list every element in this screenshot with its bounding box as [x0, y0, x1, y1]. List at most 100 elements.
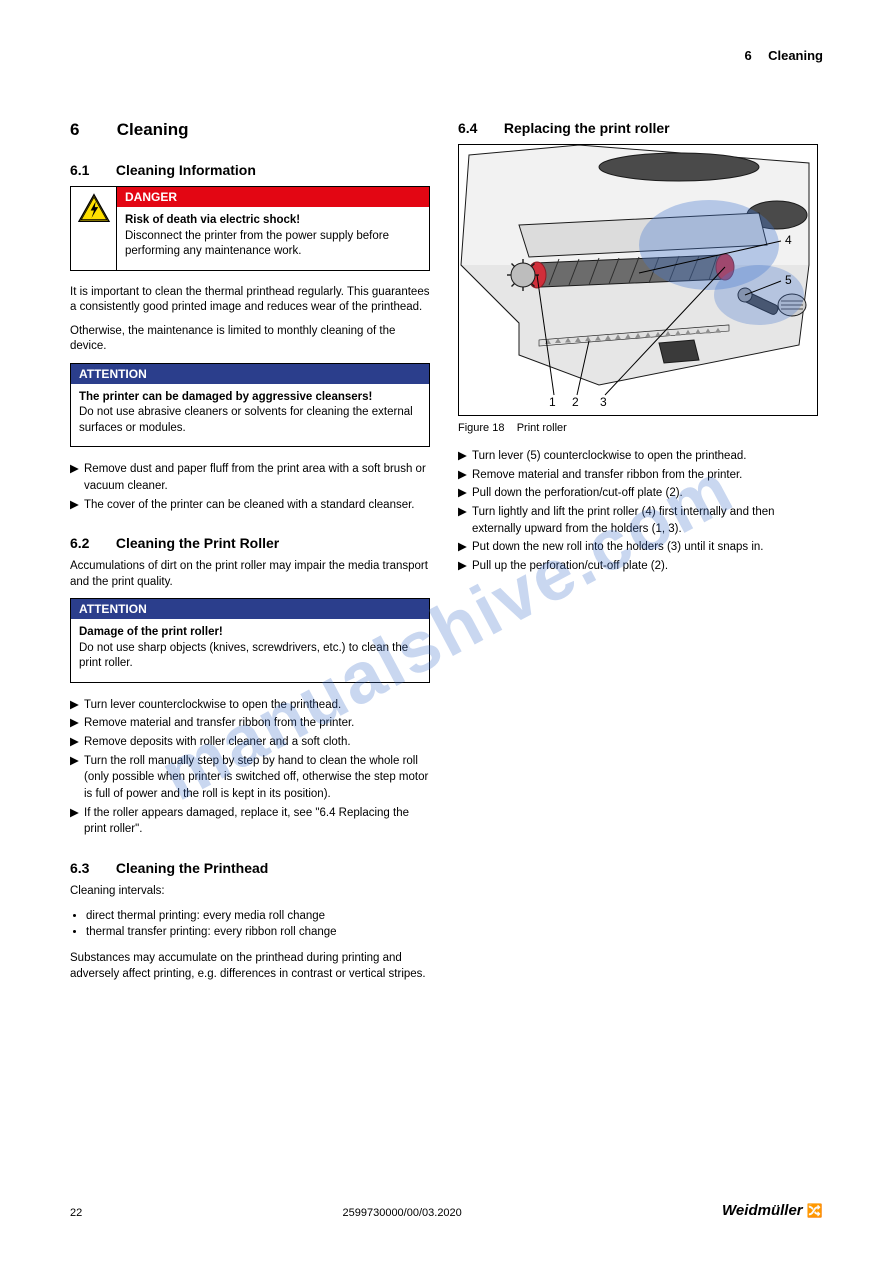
brand-symbol-icon: 🔀: [807, 1203, 823, 1218]
roller-steps: ▶Turn lever counterclockwise to open the…: [70, 697, 430, 838]
step-text: Put down the new roll into the holders (…: [472, 539, 764, 556]
danger-box: DANGER Risk of death via electric shock!…: [70, 186, 430, 271]
brand-logo: Weidmüller 🔀: [722, 1202, 823, 1219]
figure-svg: [459, 145, 817, 415]
danger-body: DANGER Risk of death via electric shock!…: [117, 187, 429, 270]
replace-steps: ▶Turn lever (5) counterclockwise to open…: [458, 448, 818, 575]
figure-label-1: 1: [549, 395, 556, 409]
head-intro-2: Substances may accumulate on the printhe…: [70, 951, 430, 982]
list-item: ▶Turn lightly and lift the print roller …: [458, 504, 818, 537]
sub2-title: Cleaning the Print Roller: [116, 535, 279, 551]
attention1-label: ATTENTION: [71, 364, 429, 384]
step-text: Remove material and transfer ribbon from…: [84, 715, 354, 732]
attention2-text: Damage of the print roller! Do not use s…: [71, 619, 429, 682]
list-item: ▶Turn the roll manually step by step by …: [70, 753, 430, 803]
attention-box-2: ATTENTION Damage of the print roller! Do…: [70, 598, 430, 683]
list-item: thermal transfer printing: every ribbon …: [86, 924, 430, 941]
list-item: ▶Remove deposits with roller cleaner and…: [70, 734, 430, 751]
bullet-marker: ▶: [458, 539, 472, 556]
step-text: Remove dust and paper fluff from the pri…: [84, 461, 430, 494]
step-text: Remove material and transfer ribbon from…: [472, 467, 742, 484]
danger-label: DANGER: [117, 187, 429, 207]
list-item: ▶Remove material and transfer ribbon fro…: [70, 715, 430, 732]
page-footer: 22 2599730000/00/03.2020 Weidmüller 🔀: [70, 1202, 823, 1219]
step-text: Turn lightly and lift the print roller (…: [472, 504, 818, 537]
danger-line1: Risk of death via electric shock!: [125, 213, 421, 229]
section-num: 6: [70, 120, 112, 140]
list-item: direct thermal printing: every media rol…: [86, 908, 430, 925]
list-item: ▶Remove material and transfer ribbon fro…: [458, 467, 818, 484]
list-item: ▶Pull up the perforation/cut-off plate (…: [458, 558, 818, 575]
step-text: Pull up the perforation/cut-off plate (2…: [472, 558, 668, 575]
left-column: 6 Cleaning 6.1 Cleaning Information: [70, 120, 430, 990]
step-text: Remove deposits with roller cleaner and …: [84, 734, 351, 751]
figure-label-4: 4: [785, 233, 792, 247]
figure-label-5: 5: [785, 273, 792, 287]
header-section-num: 6: [744, 48, 764, 63]
page: manualshive.com 6 Cleaning 6 Cleaning 6.…: [0, 0, 893, 1263]
page-number: 22: [70, 1207, 82, 1219]
step-text: Turn lever counterclockwise to open the …: [84, 697, 341, 714]
bullet-marker: ▶: [70, 697, 84, 714]
attention1-text: The printer can be damaged by aggressive…: [71, 384, 429, 447]
brand-text: Weidmüller: [722, 1202, 803, 1219]
sub2-num: 6.2: [70, 535, 112, 551]
sub3-title: Cleaning the Printhead: [116, 860, 268, 876]
right-column: 6.4 Replacing the print roller: [458, 120, 818, 990]
page-header: 6 Cleaning: [744, 48, 823, 63]
list-item: ▶The cover of the printer can be cleaned…: [70, 497, 430, 514]
bullet-marker: ▶: [70, 497, 84, 514]
figure-18: 1 2 3 4 5: [458, 144, 818, 416]
list-item: ▶Put down the new roll into the holders …: [458, 539, 818, 556]
figure-label-2: 2: [572, 395, 579, 409]
list-item: ▶Turn lever counterclockwise to open the…: [70, 697, 430, 714]
attention-box-1: ATTENTION The printer can be damaged by …: [70, 363, 430, 448]
step-text: The cover of the printer can be cleaned …: [84, 497, 415, 514]
figure-caption-text: Print roller: [517, 422, 567, 434]
electric-shock-icon: [77, 193, 111, 228]
danger-icon-cell: [71, 187, 117, 270]
bullet-marker: ▶: [458, 467, 472, 484]
bullet-marker: ▶: [458, 504, 472, 537]
sub3-heading: 6.3 Cleaning the Printhead: [70, 860, 430, 876]
clean-info-p1: It is important to clean the thermal pri…: [70, 285, 430, 316]
attention1-line1: The printer can be damaged by aggressive…: [79, 390, 421, 406]
list-item: ▶Turn lever (5) counterclockwise to open…: [458, 448, 818, 465]
danger-line2: Disconnect the printer from the power su…: [125, 229, 421, 260]
bullet-marker: ▶: [458, 448, 472, 465]
list-item: ▶If the roller appears damaged, replace …: [70, 805, 430, 838]
step-text: Turn the roll manually step by step by h…: [84, 753, 430, 803]
bullet-marker: ▶: [70, 461, 84, 494]
bullet-marker: ▶: [458, 558, 472, 575]
head-intro-1: Cleaning intervals:: [70, 884, 430, 900]
attention2-line2: Do not use sharp objects (knives, screwd…: [79, 641, 421, 672]
section-title: Cleaning: [117, 120, 189, 139]
sub1-heading: 6.1 Cleaning Information: [70, 162, 430, 178]
roller-intro: Accumulations of dirt on the print rolle…: [70, 559, 430, 590]
step-text: Pull down the perforation/cut-off plate …: [472, 485, 683, 502]
header-section-title: Cleaning: [768, 48, 823, 63]
section-heading: 6 Cleaning: [70, 120, 430, 140]
bullet-marker: ▶: [70, 753, 84, 803]
bullet-marker: ▶: [70, 734, 84, 751]
list-item: ▶Remove dust and paper fluff from the pr…: [70, 461, 430, 494]
bullet-marker: ▶: [458, 485, 472, 502]
danger-text: Risk of death via electric shock! Discon…: [117, 207, 429, 270]
figure-caption: Figure 18 Print roller: [458, 422, 818, 434]
attention2-line1: Damage of the print roller!: [79, 625, 421, 641]
step-text: Turn lever (5) counterclockwise to open …: [472, 448, 746, 465]
list-item: ▶Pull down the perforation/cut-off plate…: [458, 485, 818, 502]
head-bullets: direct thermal printing: every media rol…: [70, 908, 430, 941]
doc-id: 2599730000/00/03.2020: [343, 1207, 462, 1219]
bullet-marker: ▶: [70, 715, 84, 732]
sub2-heading: 6.2 Cleaning the Print Roller: [70, 535, 430, 551]
sub4-heading: 6.4 Replacing the print roller: [458, 120, 818, 136]
clean-info-p2: Otherwise, the maintenance is limited to…: [70, 324, 430, 355]
sub1-num: 6.1: [70, 162, 112, 178]
sub4-title: Replacing the print roller: [504, 120, 670, 136]
sub3-num: 6.3: [70, 860, 112, 876]
sub1-title: Cleaning Information: [116, 162, 256, 178]
figure-caption-num: Figure 18: [458, 422, 504, 434]
bullet-marker: ▶: [70, 805, 84, 838]
step-text: If the roller appears damaged, replace i…: [84, 805, 430, 838]
